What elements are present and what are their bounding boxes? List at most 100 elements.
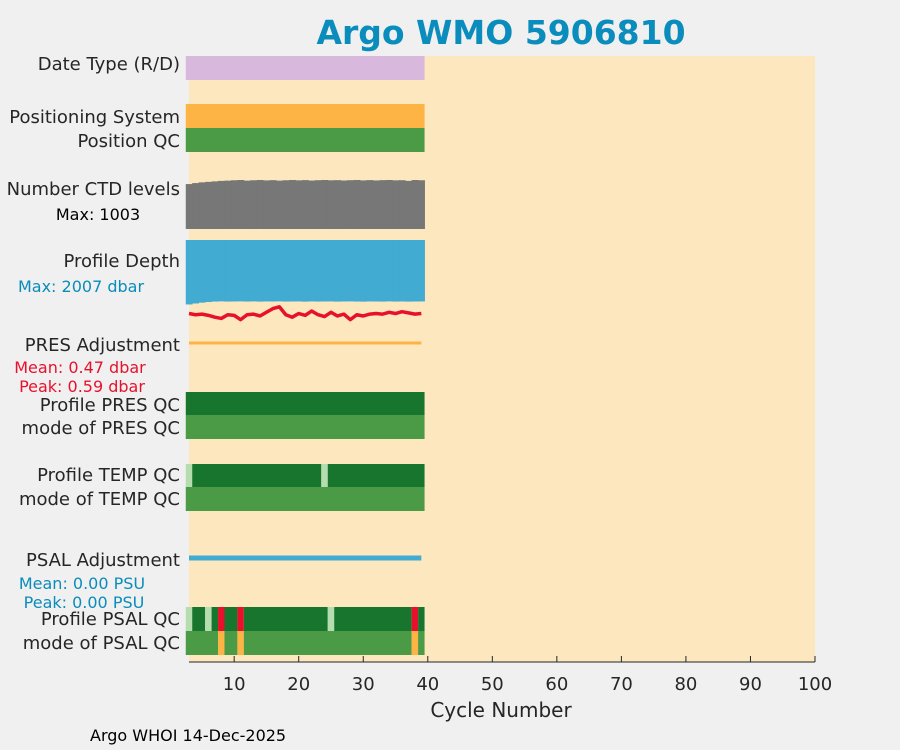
ctd-bar-cycle-10 [230,180,238,229]
x-tick-label-90: 90 [739,674,762,695]
ctd-max-label: Max: 1003 [56,205,140,224]
row-label-profile-pres-qc: Profile PRES QC [40,395,180,416]
bar-profile-psal-qc-segment-3 [211,607,219,631]
psal-peak-label: Peak: 0.00 PSU [24,593,145,612]
ctd-bar-cycle-18 [282,180,290,229]
ctd-bar-cycle-3 [185,184,193,229]
pres-adjustment-line [188,305,422,322]
pres-peak-label: Peak: 0.59 dbar [19,377,145,396]
ctd-bar-cycle-34 [385,180,393,229]
bar-date-type-segment-0 [185,56,425,80]
bar-profile-psal-qc-segment-1 [192,607,206,631]
depth-bar-cycle-5 [198,240,206,303]
ctd-bar-cycle-23 [314,180,322,229]
bar-mode-psal-qc-segment-2 [224,631,238,655]
depth-bar-cycle-18 [282,240,290,302]
bar-profile-temp-qc-segment-0 [185,464,193,487]
ctd-bar-cycle-37 [405,180,413,229]
ctd-bar-cycle-17 [276,180,283,229]
ctd-bar-cycle-9 [224,180,232,229]
depth-bar-cycle-25 [327,240,335,302]
bar-profile-psal-qc-segment-4 [218,607,225,631]
depth-bar-cycle-17 [276,240,283,302]
ctd-bar-cycle-20 [295,180,303,229]
ctd-bar-cycle-11 [237,180,245,229]
plot-area [189,56,815,662]
x-tick-label-30: 30 [352,674,375,695]
ctd-bar-cycle-27 [340,180,348,229]
bar-profile-psal-qc-segment-5 [224,607,238,631]
depth-bar-cycle-36 [398,240,406,302]
pres-adjustment-lines [188,305,422,345]
bar-profile-psal-qc-segment-8 [327,607,335,631]
ctd-bar-cycle-24 [321,180,329,229]
bar-profile-temp-qc-segment-3 [327,464,425,487]
depth-bar-cycle-9 [224,240,232,302]
pres-mean-label: Mean: 0.47 dbar [14,358,146,377]
depth-bar-cycle-39 [418,240,425,302]
x-axis-label: Cycle Number [430,698,572,722]
depth-bar-cycle-24 [321,240,329,302]
depth-bar-cycle-3 [185,240,193,305]
depth-bar-cycle-7 [211,240,219,302]
bar-mode-psal-qc-segment-4 [243,631,412,655]
depth-bar-cycle-20 [295,240,303,302]
x-axis-ticks: 10 20 30 40 50 60 70 80 90 100 [223,656,832,695]
x-tick-label-80: 80 [674,674,697,695]
bar-profile-psal-qc-segment-9 [334,607,412,631]
row-label-mode-temp-qc: mode of TEMP QC [19,489,180,510]
depth-bar-cycle-4 [192,240,200,304]
chart-title: Argo WMO 5906810 [316,13,685,52]
row-label-profile-psal-qc: Profile PSAL QC [41,609,180,630]
ctd-bar-cycle-29 [353,180,361,229]
x-tick-label-60: 60 [545,674,568,695]
depth-bar-cycle-23 [314,240,322,302]
ctd-bar-cycle-21 [301,180,309,229]
ctd-levels-area [185,180,425,229]
row-label-mode-pres-qc: mode of PRES QC [22,418,180,439]
row-label-pres-adjustment: PRES Adjustment [25,335,180,356]
ctd-bar-cycle-25 [327,180,335,229]
ctd-bar-cycle-16 [269,180,277,229]
depth-bar-cycle-32 [372,240,380,302]
ctd-bar-cycle-32 [372,180,380,229]
row-label-profile-temp-qc: Profile TEMP QC [37,465,180,486]
depth-bar-cycle-19 [289,240,296,302]
depth-bar-cycle-29 [353,240,361,302]
ctd-bar-cycle-13 [250,180,258,229]
bar-profile-pres-qc-segment-0 [185,392,425,415]
ctd-bar-cycle-12 [243,180,251,229]
psal-mean-label: Mean: 0.00 PSU [19,574,145,593]
x-tick-label-100: 100 [798,674,832,695]
profile-depth-area [185,240,425,305]
bar-profile-temp-qc-segment-1 [192,464,322,487]
bar-profile-psal-qc-segment-10 [411,607,419,631]
depth-bar-cycle-10 [230,240,238,302]
depth-bar-cycle-30 [360,240,367,302]
ctd-bar-cycle-14 [256,180,264,229]
depth-bar-cycle-14 [256,240,264,302]
depth-bar-cycle-6 [205,240,212,303]
depth-bar-cycle-34 [385,240,393,302]
ctd-bar-cycle-28 [347,180,354,229]
ctd-bar-cycle-35 [392,180,400,229]
depth-bar-cycle-31 [366,240,374,302]
bar-positioning-system-segment-0 [185,104,425,128]
depth-bar-cycle-27 [340,240,348,302]
bar-mode-psal-qc-segment-5 [411,631,419,655]
depth-bar-cycle-26 [334,240,342,302]
ctd-bar-cycle-38 [411,180,419,229]
row-label-position-qc: Position QC [77,131,180,152]
depth-bar-cycle-33 [379,240,387,302]
bar-mode-temp-qc-segment-0 [185,487,425,511]
ctd-bar-cycle-39 [418,180,425,229]
ctd-bar-cycle-6 [205,181,212,229]
row-label-profile-depth: Profile Depth [63,251,180,272]
depth-bar-cycle-21 [301,240,309,302]
ctd-bar-cycle-36 [398,180,406,229]
depth-bar-cycle-16 [269,240,277,302]
depth-bar-cycle-35 [392,240,400,302]
bar-profile-temp-qc-segment-2 [321,464,328,487]
bar-profile-psal-qc-segment-7 [243,607,328,631]
